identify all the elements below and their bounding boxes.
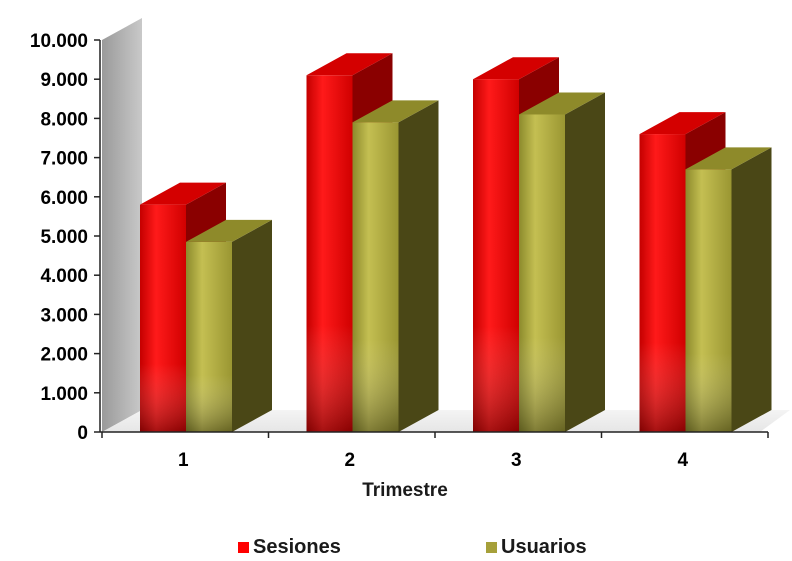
legend-label-usuarios: Usuarios bbox=[501, 536, 587, 558]
x-axis-title: Trimestre bbox=[362, 480, 448, 501]
y-tick-label: 9.000 bbox=[40, 70, 88, 91]
bar-top bbox=[352, 100, 439, 123]
bar-shading bbox=[186, 241, 232, 432]
x-tick-label: 4 bbox=[677, 450, 688, 471]
floor bbox=[102, 410, 790, 432]
bar-side bbox=[398, 100, 439, 432]
y-tick-label: 3.000 bbox=[40, 305, 88, 326]
bar-top bbox=[306, 53, 393, 76]
bar-top bbox=[140, 182, 226, 205]
bar-usuarios-q3 bbox=[519, 92, 605, 432]
bar-top bbox=[685, 147, 772, 170]
bar-shading bbox=[639, 134, 686, 432]
y-tick-label: 8.000 bbox=[40, 109, 88, 130]
x-tick-label: 2 bbox=[344, 450, 355, 471]
y-axis-ticks: 0 1.000 2.000 3.000 4.000 5.000 6.000 7.000 8.00… bbox=[30, 31, 100, 444]
legend-swatch-usuarios bbox=[486, 542, 497, 553]
y-tick-label: 5.000 bbox=[40, 227, 88, 248]
y-tick-label: 10.000 bbox=[30, 31, 88, 52]
bar-shading bbox=[352, 122, 399, 432]
y-tick-label: 6.000 bbox=[40, 188, 88, 209]
bar-shading bbox=[685, 169, 732, 433]
y-tick-label: 4.000 bbox=[40, 266, 88, 287]
y-tick-label: 0 bbox=[77, 423, 88, 444]
bar-shading bbox=[306, 75, 353, 432]
bar-top bbox=[473, 57, 559, 80]
bar-usuarios-q2 bbox=[352, 100, 439, 432]
y-tick-label: 2.000 bbox=[40, 345, 88, 366]
bar-side bbox=[731, 147, 772, 433]
x-axis-ticks: 1 2 3 4 bbox=[101, 432, 769, 471]
y-tick-label: 7.000 bbox=[40, 149, 88, 170]
side-wall bbox=[102, 18, 142, 432]
y-tick-label: 1.000 bbox=[40, 384, 88, 405]
bar-shading bbox=[473, 79, 519, 432]
bar-top bbox=[186, 219, 272, 242]
legend-label-sesiones: Sesiones bbox=[253, 536, 341, 558]
x-tick-label: 1 bbox=[178, 450, 189, 471]
bar-shading bbox=[140, 204, 186, 432]
bar-top bbox=[519, 92, 605, 115]
legend: Sesiones Usuarios bbox=[238, 536, 587, 558]
x-tick-label: 3 bbox=[511, 450, 522, 471]
bar-side bbox=[565, 92, 605, 432]
bar-usuarios-q1 bbox=[186, 219, 272, 432]
legend-swatch-sesiones bbox=[238, 542, 249, 553]
bars-layer bbox=[140, 53, 772, 433]
bar-usuarios-q4 bbox=[685, 147, 772, 433]
bar-side bbox=[232, 219, 272, 432]
bar-top bbox=[639, 112, 726, 135]
bar-shading bbox=[519, 114, 565, 432]
back-wall bbox=[142, 18, 790, 410]
